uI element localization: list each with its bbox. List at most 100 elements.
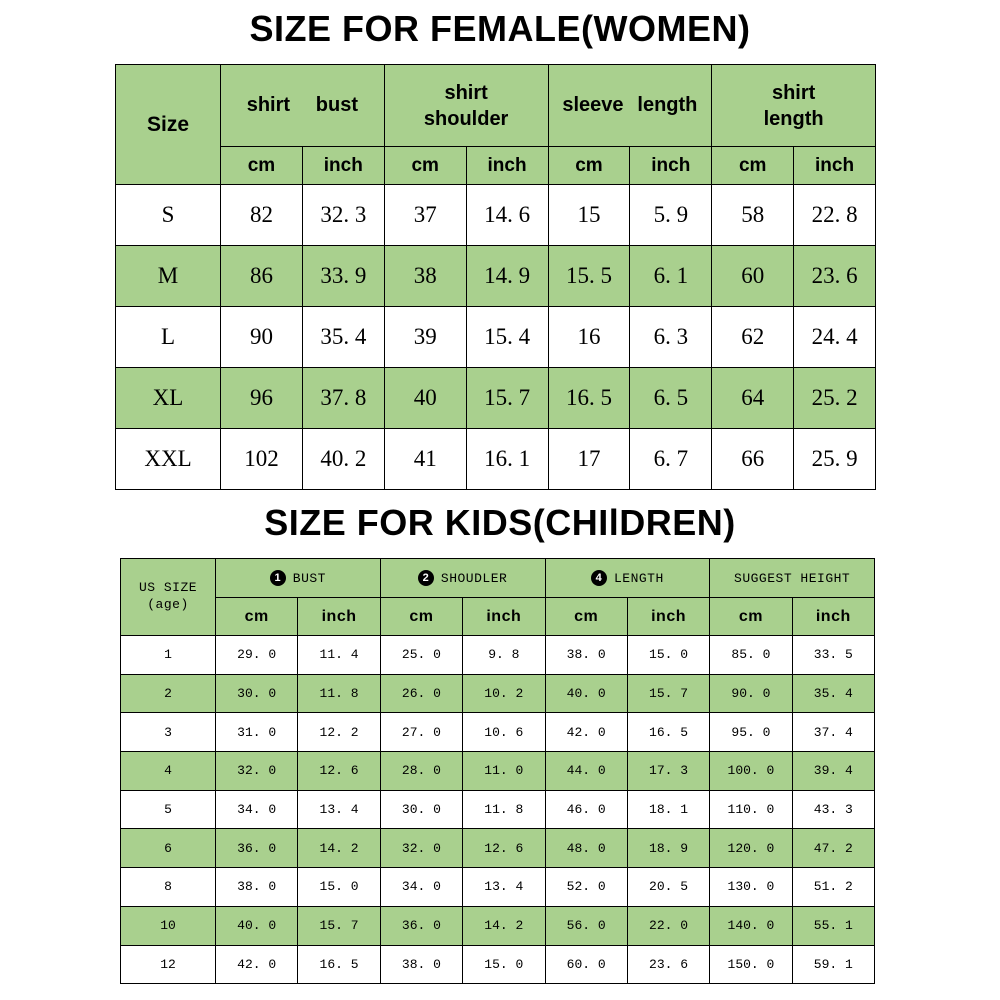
women-table-body: S 82 32. 3 37 14. 6 15 5. 9 58 22. 8 M 86 33. 9 38 14… [115, 184, 876, 490]
value-cell: 35. 4 [791, 673, 876, 714]
size-cell: XL [115, 367, 221, 429]
header-word: length [637, 94, 698, 116]
value-cell: 40. 0 [214, 905, 299, 946]
value-cell: 48. 0 [544, 828, 628, 869]
value-cell: 36. 0 [379, 905, 464, 946]
value-cell: 140. 0 [709, 905, 793, 946]
value-cell: 130. 0 [709, 867, 793, 907]
value-cell: 15. 7 [465, 367, 549, 429]
value-cell: 59. 1 [791, 944, 876, 985]
value-cell: 34. 0 [379, 867, 464, 907]
value-cell: 15. 4 [465, 306, 549, 368]
value-cell: 38. 0 [379, 944, 464, 985]
value-cell: 15. 0 [297, 867, 381, 907]
table-row: 2 30. 0 11. 8 26. 0 10. 2 40. 0 15. 7 90. 0 35. … [120, 673, 876, 714]
unit-header: cm [544, 597, 628, 636]
value-cell: 33. 5 [791, 635, 876, 675]
value-cell: 18. 1 [626, 789, 711, 830]
table-row: XL 96 37. 8 40 15. 7 16. 5 6. 5 64 25. 2 [115, 367, 876, 429]
value-cell: 62 [711, 306, 795, 368]
value-cell: 37. 4 [791, 712, 876, 753]
unit-header: inch [793, 146, 876, 185]
length-group-header: 4 LENGTH [544, 558, 711, 598]
unit-header: inch [626, 597, 711, 636]
value-cell: 29. 0 [214, 635, 299, 675]
corner-line: US SIZE [138, 580, 198, 596]
table-row: 12 42. 0 16. 5 38. 0 15. 0 60. 0 23. 6 150. 0 59… [120, 944, 876, 985]
circled-1-icon: 1 [269, 570, 286, 586]
value-cell: 16 [547, 306, 631, 368]
value-cell: 11. 8 [297, 673, 381, 714]
size-cell: 4 [120, 751, 216, 791]
women-group-header-row: Size shirt bust shirt shoulder sleeve [115, 64, 876, 185]
women-unit-header-row: cm inch cm inch cm inch cm inch [116, 146, 876, 185]
unit-header: inch [297, 597, 381, 636]
header-word: bust [315, 94, 358, 116]
value-cell: 13. 4 [297, 789, 381, 830]
header-word: sleeve [562, 94, 624, 116]
value-cell: 60 [711, 245, 795, 307]
unit-header: cm [383, 146, 467, 185]
group-label: LENGTH [613, 570, 664, 586]
group-label: SUGGEST HEIGHT [734, 570, 851, 586]
size-cell: 5 [120, 789, 216, 830]
value-cell: 11. 4 [297, 635, 381, 675]
size-cell: 10 [120, 905, 216, 946]
value-cell: 23. 6 [793, 245, 876, 307]
value-cell: 38. 0 [214, 867, 299, 907]
value-cell: 10. 2 [462, 673, 546, 714]
size-cell: S [115, 184, 221, 246]
value-cell: 6. 3 [629, 306, 713, 368]
circled-4-icon: 4 [590, 570, 607, 586]
value-cell: 66 [711, 428, 795, 490]
table-row: 8 38. 0 15. 0 34. 0 13. 4 52. 0 20. 5 130. 0 51.… [120, 867, 876, 907]
value-cell: 14. 9 [465, 245, 549, 307]
value-cell: 32. 0 [214, 751, 299, 791]
value-cell: 40 [383, 367, 467, 429]
value-cell: 36. 0 [214, 828, 299, 869]
value-cell: 30. 0 [214, 673, 299, 714]
value-cell: 26. 0 [379, 673, 464, 714]
value-cell: 6. 7 [629, 428, 713, 490]
unit-header: inch [791, 597, 876, 636]
kids-size-table: US SIZE (age) 1 BUST 2 SHOUDLER [120, 558, 876, 985]
value-cell: 150. 0 [709, 944, 793, 985]
value-cell: 43. 3 [791, 789, 876, 830]
header-word: shirt [771, 81, 816, 104]
unit-header: inch [629, 146, 713, 185]
size-cell: XXL [115, 428, 221, 490]
value-cell: 85. 0 [709, 635, 793, 675]
table-row: 3 31. 0 12. 2 27. 0 10. 6 42. 0 16. 5 95. 0 37. … [120, 712, 876, 753]
table-row: S 82 32. 3 37 14. 6 15 5. 9 58 22. 8 [115, 184, 876, 246]
value-cell: 12. 6 [462, 828, 546, 869]
value-cell: 18. 9 [626, 828, 711, 869]
size-cell: 3 [120, 712, 216, 753]
size-cell: L [115, 306, 221, 368]
value-cell: 10. 6 [462, 712, 546, 753]
value-cell: 47. 2 [791, 828, 876, 869]
value-cell: 32. 3 [301, 184, 385, 246]
value-cell: 16. 5 [547, 367, 631, 429]
value-cell: 95. 0 [709, 712, 793, 753]
group-label: SHOUDLER [440, 570, 508, 586]
size-cell: 12 [120, 944, 216, 985]
table-row: 5 34. 0 13. 4 30. 0 11. 8 46. 0 18. 1 110. 0 43.… [120, 789, 876, 830]
value-cell: 16. 5 [626, 712, 711, 753]
header-word: shirt [246, 94, 291, 116]
header-word: shirt [444, 81, 488, 104]
value-cell: 5. 9 [629, 184, 713, 246]
value-cell: 27. 0 [379, 712, 464, 753]
value-cell: 46. 0 [544, 789, 628, 830]
value-cell: 15. 7 [297, 905, 381, 946]
sleeve-length-header: sleeve length [547, 64, 713, 147]
kids-table-body: 1 29. 0 11. 4 25. 0 9. 8 38. 0 15. 0 85. 0 33. 5… [120, 635, 876, 985]
value-cell: 28. 0 [379, 751, 464, 791]
value-cell: 15. 0 [626, 635, 711, 675]
kids-unit-header-row: cm inch cm inch cm inch cm inch [121, 597, 876, 636]
table-row: L 90 35. 4 39 15. 4 16 6. 3 62 24. 4 [115, 306, 876, 368]
value-cell: 90 [220, 306, 303, 368]
value-cell: 22. 0 [626, 905, 711, 946]
value-cell: 58 [711, 184, 795, 246]
size-cell: 2 [120, 673, 216, 714]
value-cell: 34. 0 [214, 789, 299, 830]
